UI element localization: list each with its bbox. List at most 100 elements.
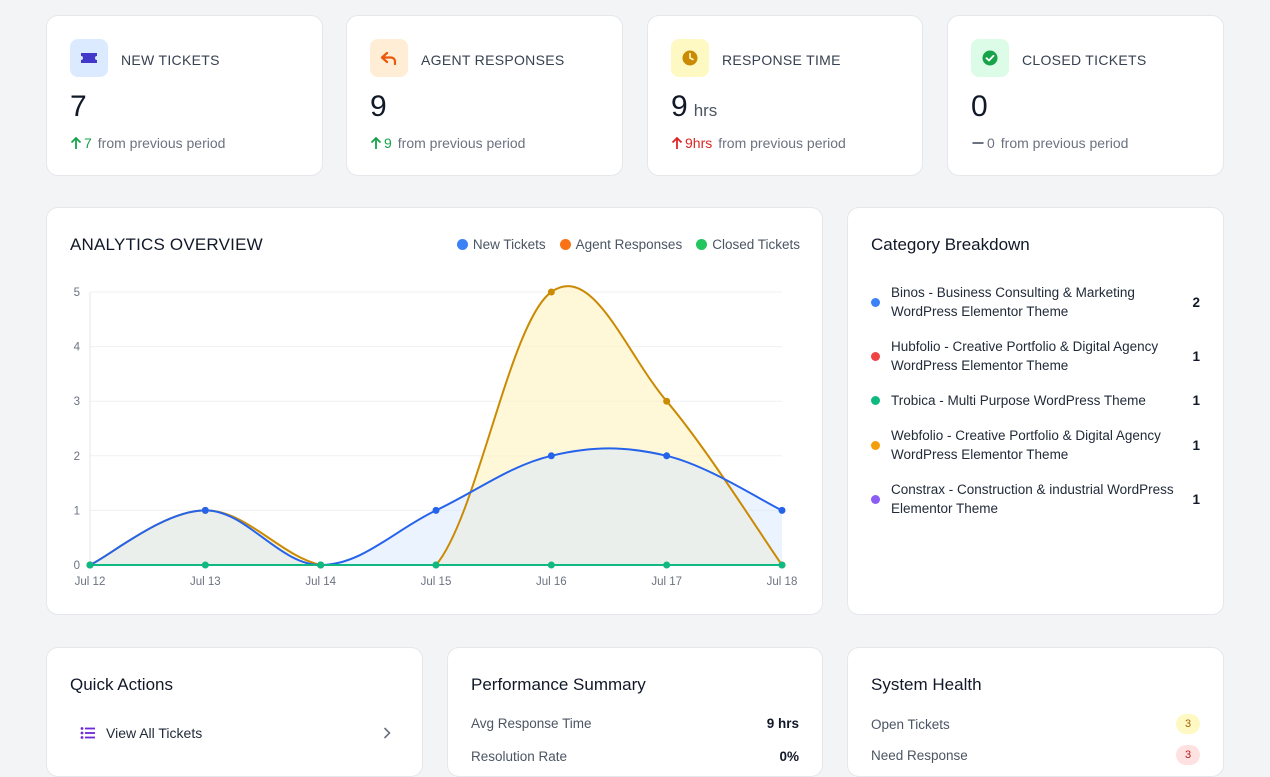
x-tick-label: Jul 12 [75, 576, 106, 588]
stat-delta-text: from previous period [97, 135, 226, 151]
stat-label: AGENT RESPONSES [421, 52, 565, 68]
y-tick-label: 5 [74, 287, 80, 299]
category-name: Binos - Business Consulting & Marketing … [891, 285, 1135, 319]
stat-unit: hrs [693, 101, 718, 120]
category-item[interactable]: Webfolio - Creative Portfolio & Digital … [871, 426, 1200, 464]
health-label: Need Response [871, 747, 968, 763]
legend-label: Agent Responses [575, 237, 683, 252]
reply-icon-box [370, 39, 408, 77]
stat-card-response-time: RESPONSE TIME 9 hrs 9hrs from previous pe… [647, 15, 923, 176]
status-badge: 3 [1176, 745, 1200, 765]
stat-label: RESPONSE TIME [722, 52, 841, 68]
x-tick-label: Jul 18 [767, 576, 798, 588]
data-point [432, 506, 440, 514]
data-point [201, 561, 209, 569]
system-health-title: System Health [871, 675, 982, 694]
system-health-card: System Health Open Tickets 3 Need Respons… [847, 647, 1224, 777]
category-item[interactable]: Trobica - Multi Purpose WordPress Theme 1 [871, 391, 1200, 410]
clock-icon-box [671, 39, 709, 77]
arrow-up-icon [70, 136, 82, 149]
stat-value: 0 [971, 90, 988, 123]
legend-label: Closed Tickets [712, 237, 800, 252]
category-item[interactable]: Constrax - Construction & industrial Wor… [871, 480, 1200, 518]
performance-summary-title: Performance Summary [471, 675, 646, 694]
analytics-overview-card: ANALYTICS OVERVIEW New Tickets Agent Res… [46, 207, 823, 615]
data-point [778, 561, 786, 569]
view-all-tickets-link[interactable]: View All Tickets [80, 725, 392, 741]
health-row: Open Tickets 3 [871, 714, 1200, 734]
performance-value: 0% [779, 749, 799, 764]
category-name: Trobica - Multi Purpose WordPress Theme [891, 393, 1146, 408]
stat-card-new-tickets: NEW TICKETS 7 7 from previous period [46, 15, 323, 176]
y-tick-label: 0 [74, 560, 80, 572]
analytics-title: ANALYTICS OVERVIEW [70, 235, 263, 254]
stat-delta-number: 9hrs [685, 135, 713, 151]
data-point [547, 561, 555, 569]
category-count: 1 [1192, 348, 1200, 364]
performance-row: Resolution Rate 0% [471, 749, 799, 764]
category-breakdown-title: Category Breakdown [871, 235, 1030, 254]
category-count: 1 [1192, 437, 1200, 453]
category-count: 1 [1192, 491, 1200, 507]
clock-icon [682, 50, 698, 66]
category-count: 2 [1192, 294, 1200, 310]
dash-icon [972, 142, 984, 144]
category-item[interactable]: Hubfolio - Creative Portfolio & Digital … [871, 337, 1200, 375]
check-icon-box [971, 39, 1009, 77]
legend-dot [559, 239, 571, 250]
stat-delta-number: 9 [384, 135, 392, 151]
data-point [201, 506, 209, 514]
chevron-right-icon [383, 727, 391, 739]
data-point [778, 506, 786, 514]
y-tick-label: 2 [74, 451, 80, 463]
stat-delta-text: from previous period [397, 135, 526, 151]
stat-label: NEW TICKETS [121, 52, 220, 68]
check-circle-icon [982, 50, 998, 66]
legend-item-closed-tickets[interactable]: Closed Tickets [696, 237, 800, 252]
legend-item-new-tickets[interactable]: New Tickets [456, 237, 546, 252]
y-tick-label: 3 [74, 396, 80, 408]
data-point [317, 561, 325, 569]
legend-dot [696, 239, 708, 250]
legend-dot [456, 239, 468, 250]
category-dot [871, 351, 880, 361]
performance-label: Avg Response Time [471, 716, 592, 731]
category-name: Webfolio - Creative Portfolio & Digital … [891, 428, 1161, 462]
category-item[interactable]: Binos - Business Consulting & Marketing … [871, 283, 1200, 321]
list-icon [80, 727, 95, 739]
quick-actions-title: Quick Actions [70, 675, 173, 694]
data-point [86, 561, 94, 569]
data-point [547, 452, 555, 460]
stat-card-closed-tickets: CLOSED TICKETS 0 0 from previous period [947, 15, 1224, 176]
x-tick-label: Jul 17 [651, 576, 682, 588]
performance-value: 9 hrs [766, 716, 799, 731]
category-count: 1 [1192, 393, 1200, 408]
arrow-up-icon [370, 136, 382, 149]
x-tick-label: Jul 15 [421, 576, 452, 588]
health-row: Need Response 3 [871, 745, 1200, 765]
category-dot [871, 494, 880, 504]
stat-value: 7 [70, 90, 87, 123]
stat-label: CLOSED TICKETS [1022, 52, 1147, 68]
x-tick-label: Jul 13 [190, 576, 221, 588]
analytics-chart: 0 1 2 3 4 5 Jul 12 Jul 13 Jul 14 Jul 15 Jul 16 Jul … [74, 285, 798, 588]
y-tick-label: 4 [74, 342, 81, 354]
category-name: Hubfolio - Creative Portfolio & Digital … [891, 339, 1159, 373]
data-point [663, 397, 671, 405]
stat-value: 9 hrs [671, 90, 718, 123]
data-point [547, 288, 555, 296]
performance-summary-card: Performance Summary Avg Response Time 9 h… [447, 647, 823, 777]
data-point [663, 452, 671, 460]
performance-label: Resolution Rate [471, 749, 568, 764]
x-tick-label: Jul 14 [305, 576, 336, 588]
stat-card-agent-responses: AGENT RESPONSES 9 9 from previous period [346, 15, 623, 176]
category-dot [871, 396, 880, 405]
arrow-up-icon [671, 136, 683, 149]
stat-delta: 0 from previous period [971, 135, 1128, 151]
stat-delta: 9hrs from previous period [671, 135, 846, 151]
performance-row: Avg Response Time 9 hrs [471, 716, 799, 731]
x-tick-label: Jul 16 [536, 576, 567, 588]
legend-item-agent-responses[interactable]: Agent Responses [559, 237, 683, 252]
category-name: Constrax - Construction & industrial Wor… [891, 482, 1174, 516]
category-dot [871, 440, 880, 450]
